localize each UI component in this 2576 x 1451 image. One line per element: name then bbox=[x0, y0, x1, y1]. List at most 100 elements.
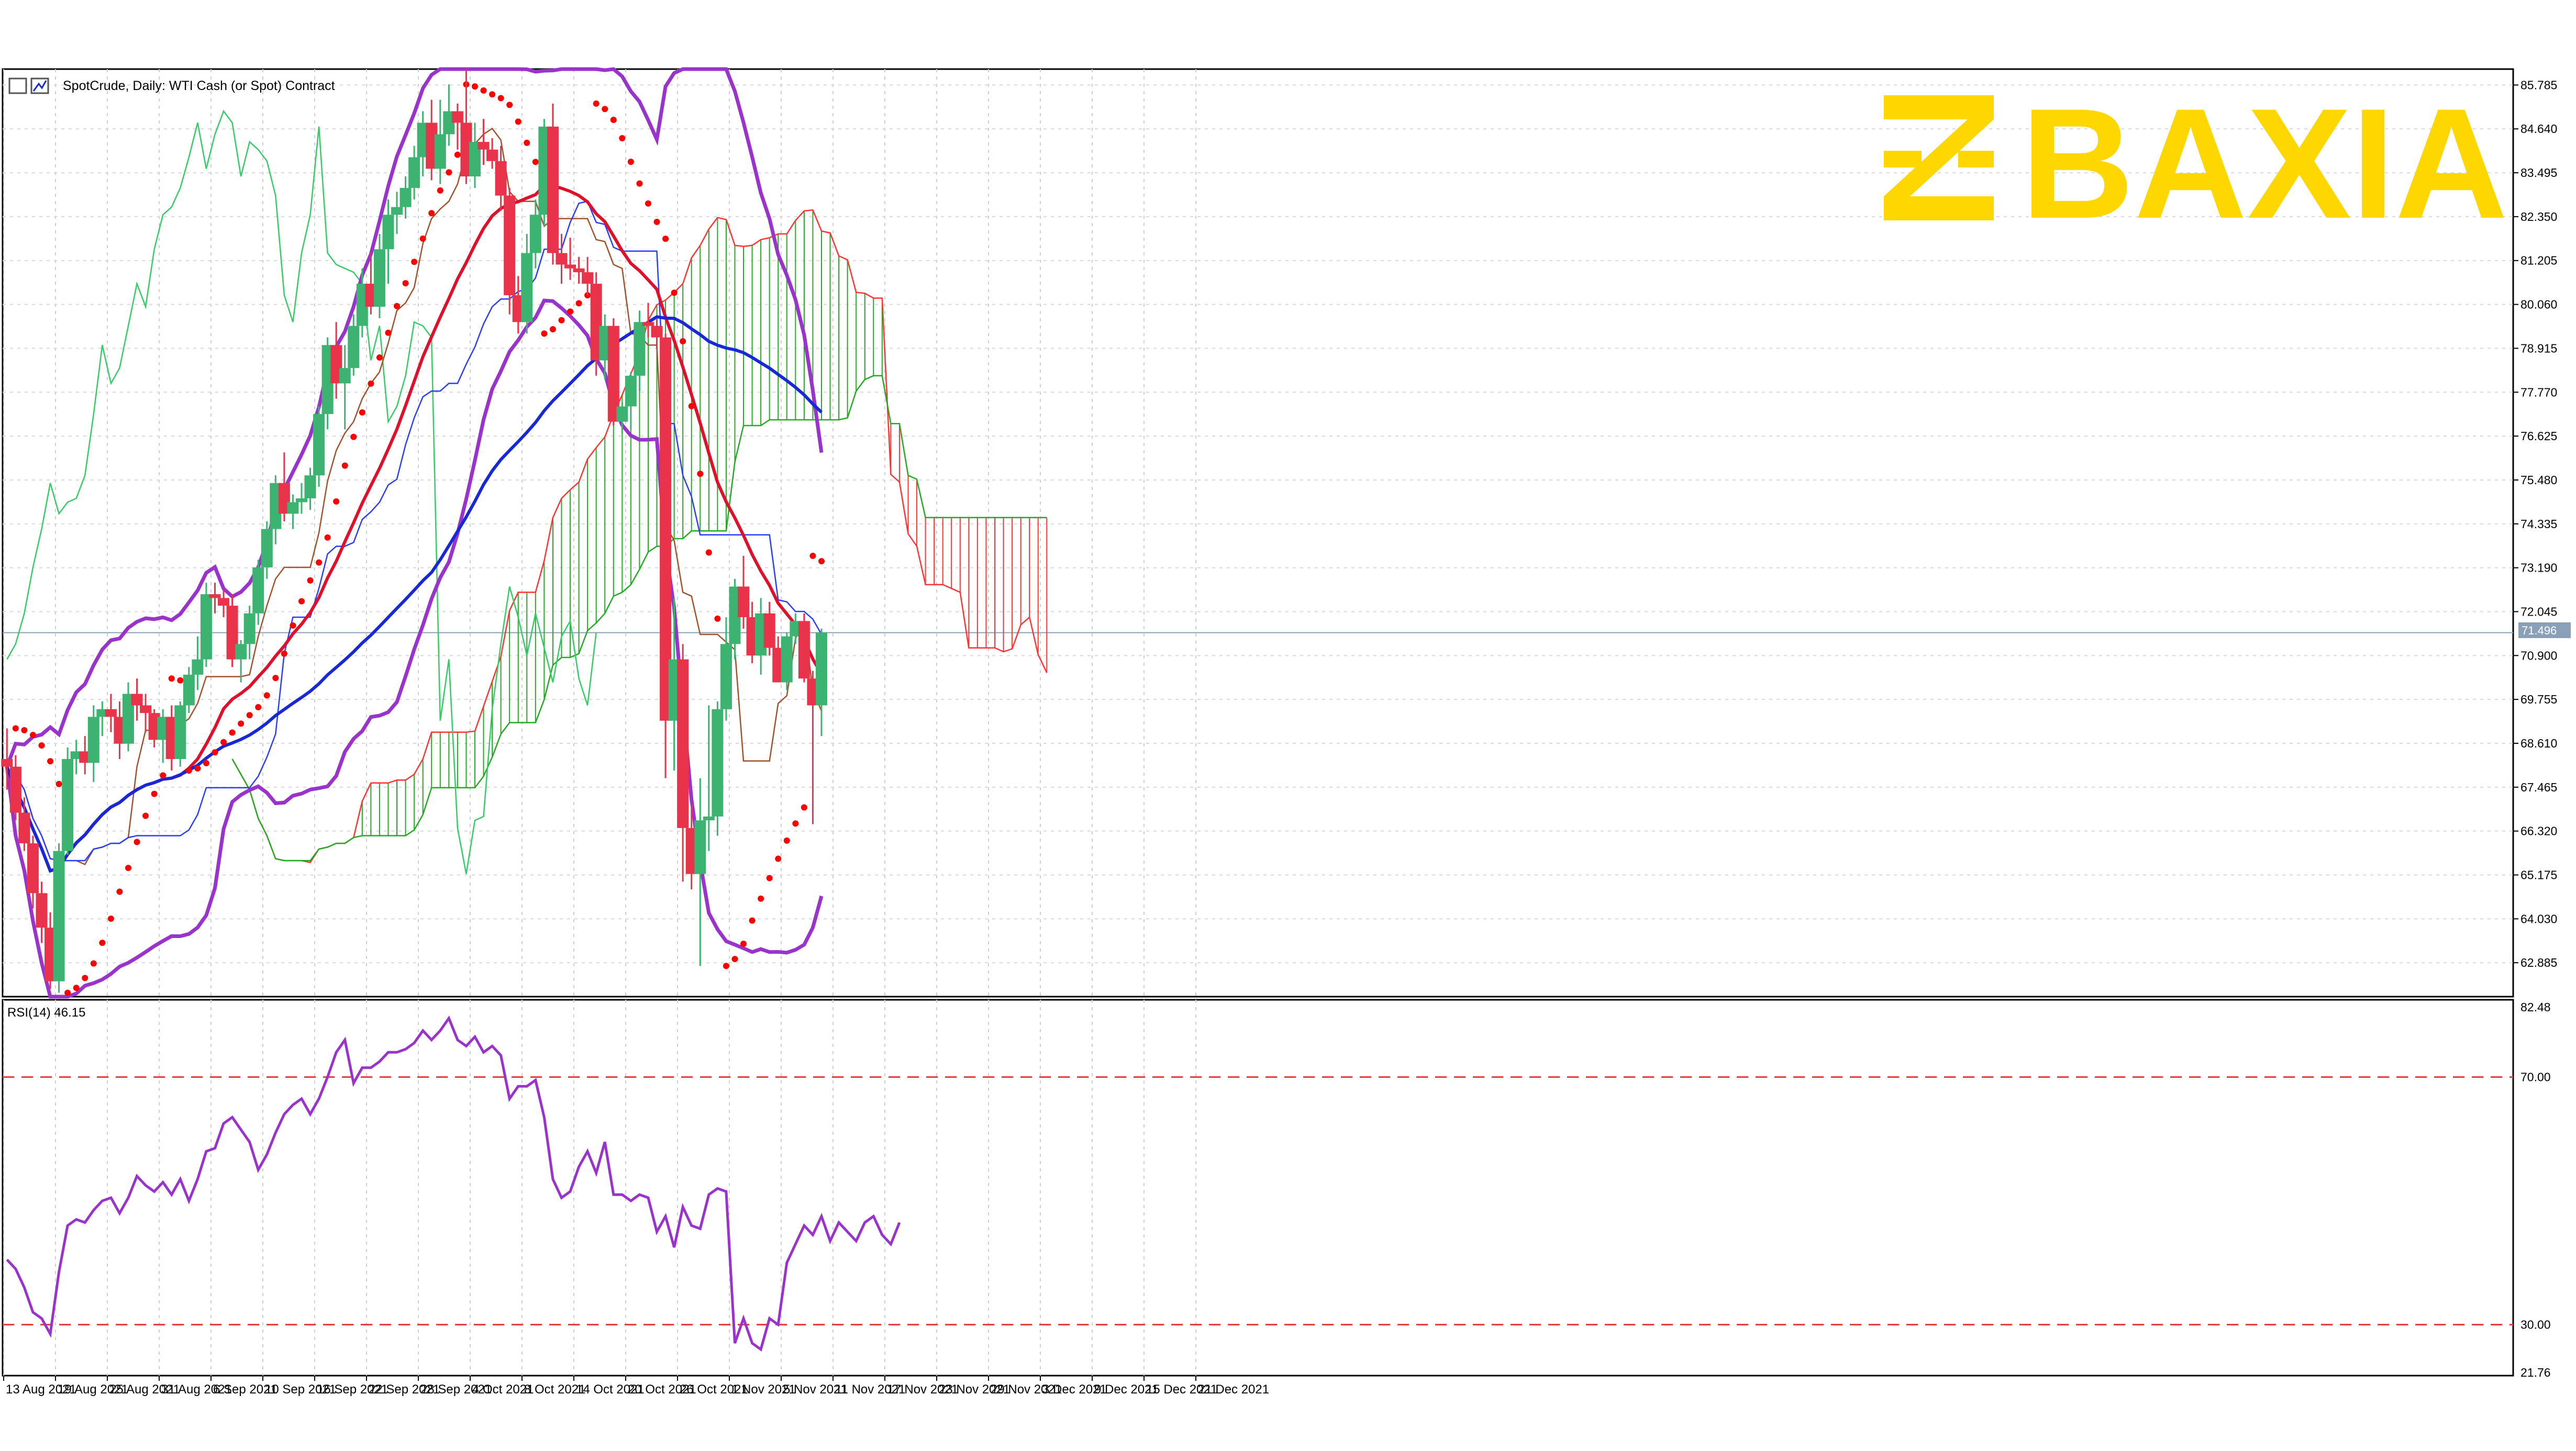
candle-body bbox=[547, 126, 559, 253]
parabolic-sar-dot bbox=[185, 767, 192, 774]
parabolic-sar-dot bbox=[818, 558, 825, 565]
parabolic-sar-dot bbox=[593, 100, 599, 107]
candle-body bbox=[677, 659, 689, 828]
candle bbox=[434, 99, 446, 184]
chikou-span-line bbox=[6, 109, 597, 874]
candle bbox=[469, 122, 481, 188]
candle bbox=[408, 146, 420, 199]
candle bbox=[807, 671, 819, 824]
candle-body bbox=[642, 322, 654, 326]
candle bbox=[252, 560, 264, 625]
candle-body bbox=[634, 322, 646, 376]
date-tick-label: 21 Dec 2021 bbox=[1198, 1382, 1269, 1397]
baxia-logo-mark bbox=[1884, 95, 1994, 220]
date-tick-label: 29 Nov 2021 bbox=[991, 1382, 1062, 1397]
date-tick-label: 6 Sep 2021 bbox=[213, 1382, 277, 1397]
parabolic-sar-dot bbox=[394, 303, 401, 309]
candle-body bbox=[348, 326, 360, 369]
date-tick-label: 1 Nov 2021 bbox=[731, 1382, 796, 1397]
candle-body bbox=[70, 751, 82, 760]
parabolic-sar-dot bbox=[29, 732, 36, 739]
parabolic-sar-dot bbox=[783, 837, 790, 844]
parabolic-sar-dot bbox=[38, 742, 45, 749]
parabolic-sar-dot bbox=[385, 329, 392, 336]
parabolic-sar-dot bbox=[697, 471, 704, 477]
rsi-title: RSI(14) 46.15 bbox=[7, 1006, 85, 1020]
candle-body bbox=[174, 705, 186, 760]
candle bbox=[625, 372, 637, 430]
candle-body bbox=[27, 843, 39, 894]
parabolic-sar-dot bbox=[168, 675, 175, 682]
candle-body bbox=[486, 149, 498, 161]
parabolic-sar-dot bbox=[177, 677, 184, 684]
parabolic-sar-dot bbox=[705, 549, 712, 556]
candle-body bbox=[278, 483, 290, 514]
candle-body bbox=[391, 207, 403, 215]
date-tick-label: 10 Sep 2021 bbox=[265, 1382, 336, 1397]
candle-body bbox=[417, 122, 429, 158]
parabolic-sar-dot bbox=[680, 338, 686, 344]
candle-body bbox=[564, 264, 576, 269]
candle-body bbox=[495, 161, 507, 196]
date-tick-label: 19 Aug 2021 bbox=[58, 1382, 128, 1397]
candle-body bbox=[729, 586, 741, 644]
candle-body bbox=[87, 717, 99, 763]
parabolic-sar-dot bbox=[238, 720, 245, 727]
parabolic-sar-dot bbox=[567, 308, 574, 315]
price-tick-label: 76.625 bbox=[2521, 429, 2557, 443]
candle bbox=[1, 728, 13, 790]
candle-body bbox=[192, 659, 204, 675]
candle-body bbox=[226, 606, 238, 660]
candle bbox=[391, 192, 403, 234]
date-tick-label: 9 Dec 2021 bbox=[1094, 1382, 1159, 1397]
candle-body bbox=[114, 717, 126, 744]
candle-body bbox=[18, 812, 30, 844]
price-tick-label: 67.465 bbox=[2521, 780, 2557, 794]
candle-body bbox=[720, 644, 732, 709]
date-tick-label: 23 Nov 2021 bbox=[939, 1382, 1010, 1397]
parabolic-sar-dot bbox=[419, 235, 426, 242]
parabolic-sar-dot bbox=[376, 354, 383, 361]
candle bbox=[660, 333, 672, 778]
date-tick-label: 3 Dec 2021 bbox=[1042, 1382, 1107, 1397]
candle bbox=[18, 797, 30, 851]
chart-header: SpotCrude, Daily: WTI Cash (or Spot) Con… bbox=[8, 77, 335, 94]
candle-body bbox=[703, 816, 715, 821]
rsi-tick-label: 21.76 bbox=[2521, 1366, 2551, 1379]
candle-body bbox=[399, 187, 412, 207]
kijun-sen-line bbox=[6, 200, 823, 862]
candle-body bbox=[140, 705, 152, 713]
candle bbox=[79, 736, 91, 775]
candle bbox=[140, 694, 152, 732]
candle-body bbox=[521, 253, 533, 322]
candle-body bbox=[79, 751, 91, 763]
parabolic-sar-dot bbox=[524, 139, 530, 146]
price-tick-label: 77.770 bbox=[2521, 385, 2557, 399]
parabolic-sar-dot bbox=[740, 941, 747, 947]
parabolic-sar-dot bbox=[662, 236, 669, 242]
candle-body bbox=[798, 621, 810, 679]
candle-body bbox=[183, 674, 195, 706]
candle bbox=[157, 709, 169, 763]
candle bbox=[122, 682, 134, 752]
candle bbox=[486, 138, 498, 169]
rsi-panel-frame bbox=[2, 999, 2514, 1377]
candle bbox=[295, 483, 307, 514]
candle bbox=[798, 613, 810, 683]
price-tick-label: 74.335 bbox=[2521, 517, 2557, 531]
parabolic-sar-dot bbox=[316, 559, 323, 566]
candle-body bbox=[339, 368, 351, 384]
candle bbox=[417, 111, 429, 177]
candle-body bbox=[287, 502, 299, 514]
chart-window-icon[interactable] bbox=[8, 77, 27, 94]
rsi-line bbox=[6, 1015, 901, 1352]
candle-body bbox=[790, 621, 802, 637]
date-tick-label: 4 Oct 2021 bbox=[472, 1382, 534, 1397]
candle bbox=[599, 314, 611, 380]
parabolic-sar-dot bbox=[350, 433, 357, 440]
date-tick-label: 17 Nov 2021 bbox=[887, 1382, 958, 1397]
candle bbox=[218, 590, 230, 618]
date-tick-label: 15 Dec 2021 bbox=[1146, 1382, 1217, 1397]
parabolic-sar-dot bbox=[645, 200, 651, 207]
candle bbox=[174, 701, 186, 767]
